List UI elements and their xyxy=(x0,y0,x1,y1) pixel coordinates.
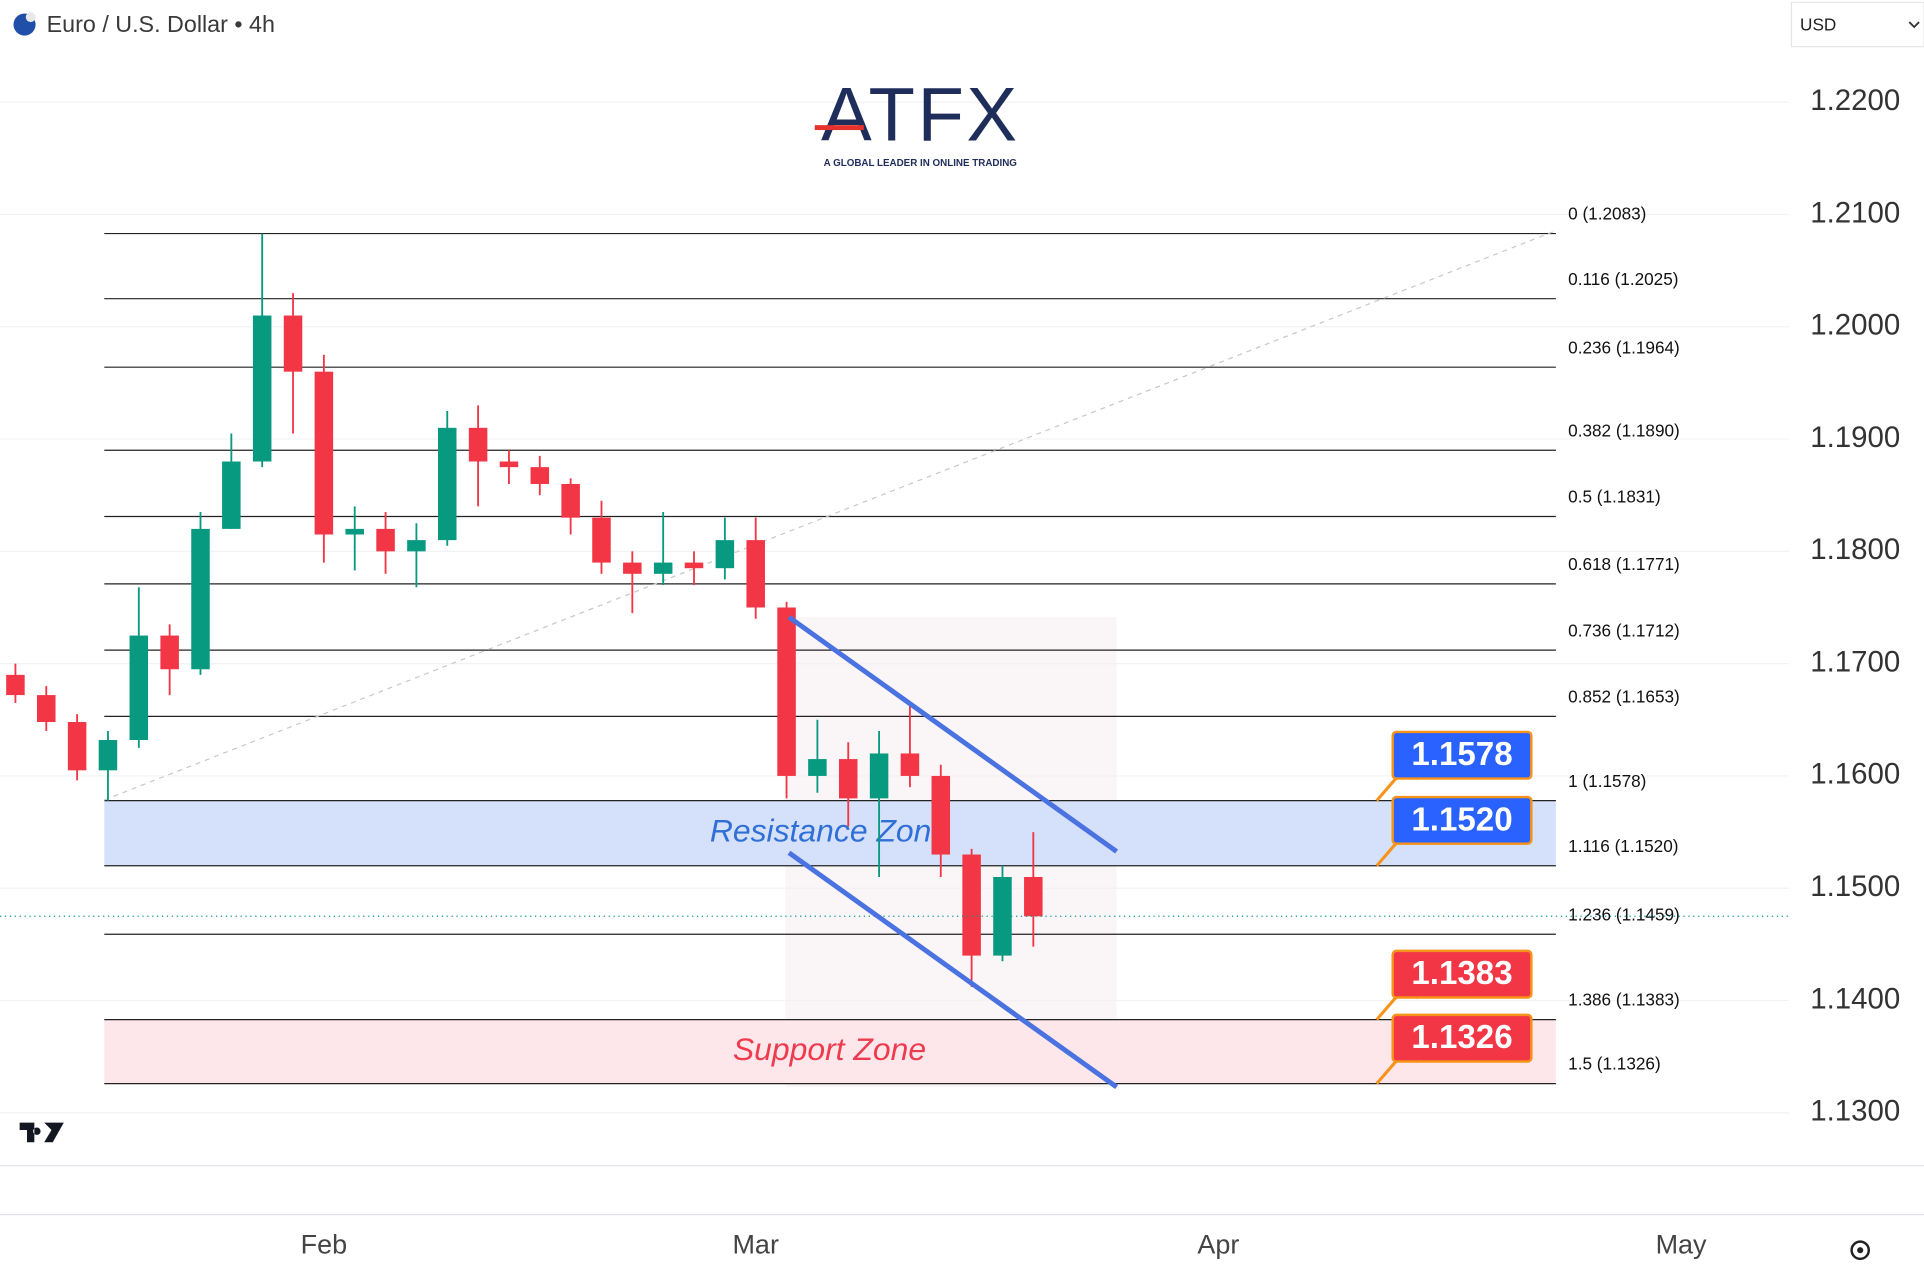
candle-body xyxy=(653,562,673,574)
candle-body xyxy=(376,528,395,552)
candle-body xyxy=(160,635,179,670)
y-tick-label: 1.1700 xyxy=(1810,645,1900,678)
candle-body xyxy=(98,739,118,771)
fib-label: 0.736 (1.1712) xyxy=(1568,620,1680,640)
x-tick-label: Feb xyxy=(301,1230,348,1260)
candle-body xyxy=(869,753,889,799)
candle-body xyxy=(623,562,642,574)
zone-layer: Resistance Zone Support Zone xyxy=(104,800,1556,1084)
price-tag xyxy=(1391,730,1533,780)
tag-layer: 1.1578 1.1520 1.1383 1.1326 xyxy=(1375,730,1533,1085)
candle-body xyxy=(931,775,951,855)
candle-body xyxy=(345,528,364,535)
fib-label: 0 (1.2083) xyxy=(1568,204,1646,224)
candle-body xyxy=(561,483,580,518)
currency-chevron xyxy=(1908,21,1920,29)
candle-body xyxy=(6,674,25,696)
fib-label: 0.852 (1.1653) xyxy=(1568,687,1680,707)
price-tag xyxy=(1391,949,1533,999)
logo: ATFX xyxy=(821,72,1020,157)
zone xyxy=(104,1019,1556,1084)
fib-label: 1.116 (1.1520) xyxy=(1568,836,1678,856)
axis-layer: 1.1300 1.1400 1.1500 1.1600 1.1700 1.1800 1.19… xyxy=(301,84,1901,1260)
candle-body xyxy=(808,759,827,776)
settings-icon[interactable] xyxy=(1850,1240,1871,1261)
candle-body xyxy=(191,528,210,670)
channel-lower xyxy=(787,850,1119,1090)
candle-body xyxy=(252,315,272,462)
candle-body xyxy=(222,461,241,529)
x-tick-label: Mar xyxy=(732,1230,778,1260)
zone-label: Support Zone xyxy=(733,1031,926,1067)
candle-body xyxy=(499,461,519,468)
candle-body xyxy=(746,540,765,608)
symbol-title: Euro / U.S. Dollar • 4h xyxy=(47,11,275,37)
y-tick-label: 1.1500 xyxy=(1810,870,1900,903)
candle-body xyxy=(838,759,858,799)
candle-body xyxy=(37,695,56,723)
tv-logo xyxy=(19,1122,64,1143)
logo-accent xyxy=(814,125,864,131)
price-tag-label: 1.1520 xyxy=(1411,801,1512,838)
fib-label: 0.382 (1.1890) xyxy=(1568,420,1680,440)
settings-icon-center xyxy=(1857,1247,1864,1254)
price-tag-label: 1.1326 xyxy=(1411,1019,1512,1056)
candle-body xyxy=(900,753,920,776)
x-tick-label: May xyxy=(1656,1230,1707,1260)
x-tick-label: Apr xyxy=(1197,1230,1239,1260)
fib-label: 1.236 (1.1459) xyxy=(1568,904,1680,924)
y-tick-label: 1.2000 xyxy=(1810,309,1900,342)
candle-body xyxy=(468,427,488,462)
candle-body xyxy=(438,427,457,541)
candle-body xyxy=(592,517,611,563)
y-tick-label: 1.2100 xyxy=(1810,196,1900,229)
currency-label[interactable]: USD xyxy=(1800,14,1836,34)
y-tick-label: 1.1300 xyxy=(1810,1095,1900,1128)
fib-label: 0.5 (1.1831) xyxy=(1568,487,1661,507)
y-tick-label: 1.1900 xyxy=(1810,421,1900,454)
candle-body xyxy=(129,635,149,740)
channel-upper xyxy=(787,615,1119,854)
candle-body xyxy=(715,540,735,569)
candle-body xyxy=(777,607,796,776)
fib-label: 0.236 (1.1964) xyxy=(1568,337,1680,357)
fib-label: 0.116 (1.2025) xyxy=(1568,269,1678,289)
fib-layer: 0 (1.2083) 0.116 (1.2025) 0.236 (1.1964) 0.… xyxy=(104,204,1680,1085)
price-tag-label: 1.1383 xyxy=(1411,955,1512,992)
candle-body xyxy=(67,722,87,771)
candle-body xyxy=(684,562,704,569)
candle-layer xyxy=(0,233,1790,988)
logo-tagline: A GLOBAL LEADER IN ONLINE TRADING xyxy=(824,158,1018,169)
price-tag xyxy=(1391,795,1533,845)
fib-trend-line xyxy=(104,230,1557,801)
candle-body xyxy=(530,467,550,484)
zone xyxy=(104,800,1556,866)
price-tag-label: 1.1578 xyxy=(1411,736,1512,773)
y-tick-label: 1.1600 xyxy=(1810,758,1900,791)
candle-body xyxy=(314,371,334,535)
fib-label: 1.386 (1.1383) xyxy=(1568,990,1680,1010)
candle-body xyxy=(283,315,303,372)
y-tick-label: 1.2200 xyxy=(1810,84,1900,117)
y-tick-label: 1.1400 xyxy=(1810,982,1900,1015)
symbol-icon-badge xyxy=(25,12,36,23)
fib-label: 1 (1.1578) xyxy=(1568,771,1646,791)
fib-label: 1.5 (1.1326) xyxy=(1568,1054,1661,1074)
zone-label: Resistance Zone xyxy=(710,813,949,849)
currency-box[interactable] xyxy=(1790,1,1924,48)
fib-label: 0.618 (1.1771) xyxy=(1568,554,1680,574)
candle-body xyxy=(962,854,981,956)
y-tick-label: 1.1800 xyxy=(1810,533,1900,566)
candle-body xyxy=(407,540,426,552)
price-tag xyxy=(1391,1013,1533,1063)
candle-body xyxy=(1024,876,1043,917)
